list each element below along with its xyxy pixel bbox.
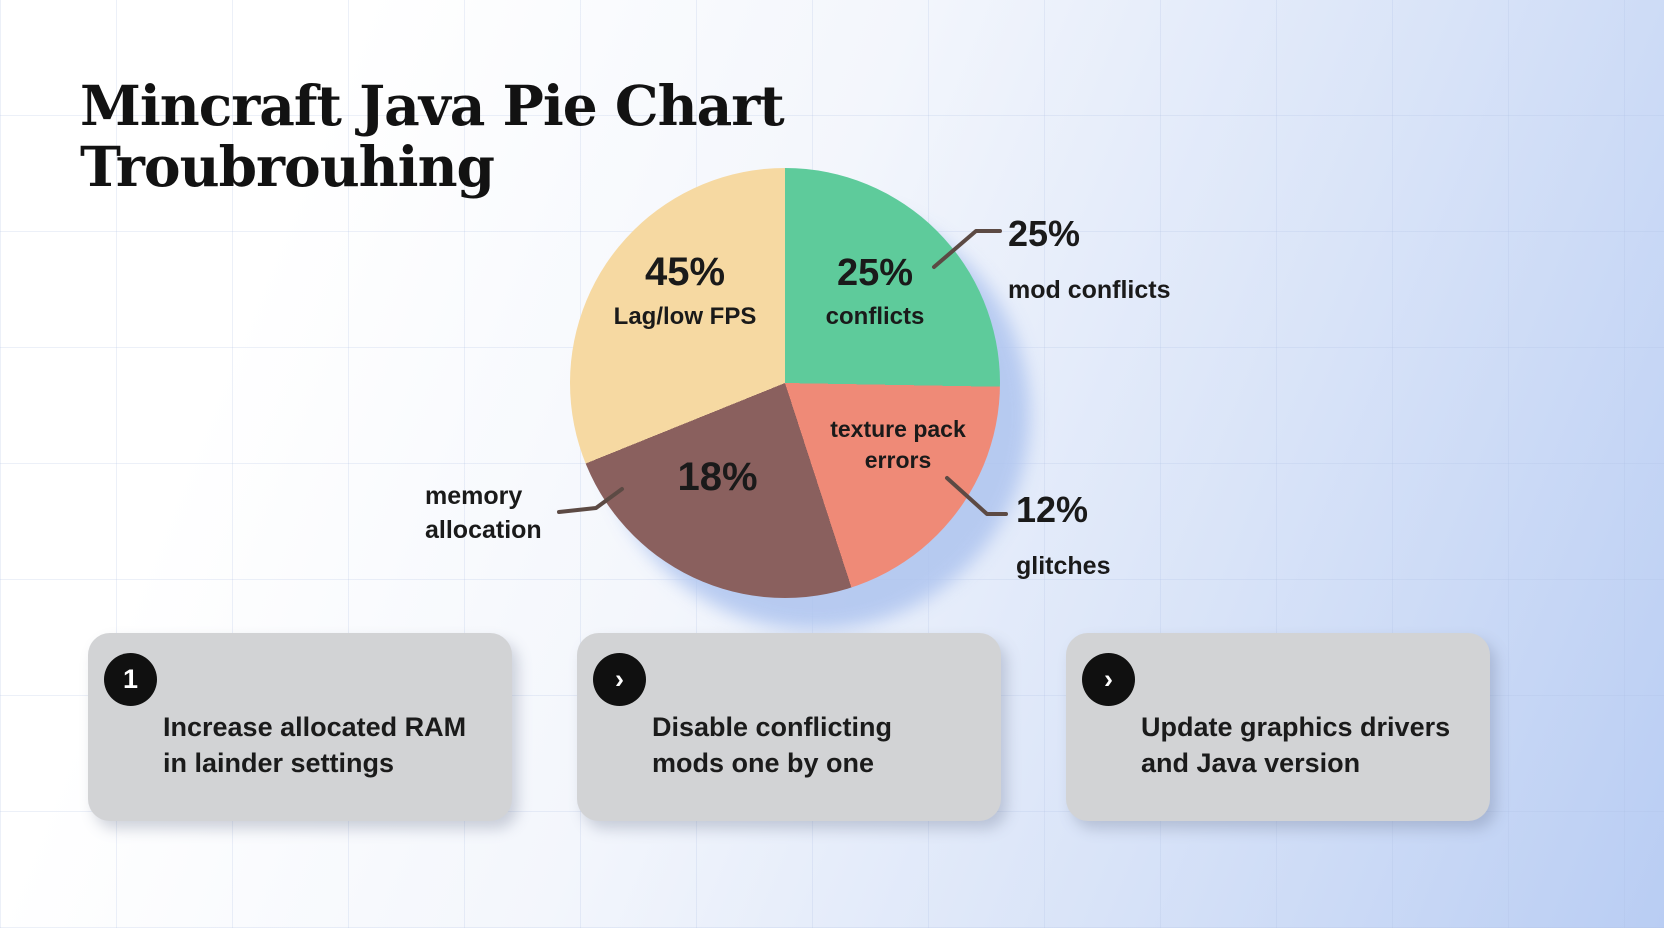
pie-chart	[570, 168, 1000, 598]
callout-mod-conflicts-label: mod conflicts	[1008, 276, 1171, 304]
card-update-drivers-text: Update graphics drivers and Java version	[1141, 712, 1451, 779]
pie-segment-pct-conflicts: 25%	[836, 252, 914, 294]
troubleshooting-cards: 1 Increase allocated RAM in lainder sett…	[88, 633, 1490, 821]
card-increase-ram: 1 Increase allocated RAM in lainder sett…	[88, 633, 512, 821]
chevron-right-icon: ›	[1082, 653, 1135, 706]
card-increase-ram-text: Increase allocated RAM in lainder settin…	[163, 712, 467, 779]
pie-segment-pct-memory: 18%	[677, 455, 758, 499]
chevron-right-icon: ›	[593, 653, 646, 706]
card-update-drivers: › Update graphics drivers and Java versi…	[1066, 633, 1490, 821]
callout-glitches: 12% glitches	[1016, 474, 1110, 599]
pie-segment-label-texture-pack-errors: texture pack errors	[830, 416, 966, 474]
page-title: Mincraft Java Pie Chart Troubrouhing	[80, 72, 785, 200]
callout-glitches-pct: 12%	[1016, 489, 1089, 530]
pie-segment-pct-lag: 45%	[644, 250, 726, 294]
callout-glitches-label: glitches	[1016, 552, 1111, 580]
card-disable-mods-text: Disable conflicting mods one by one	[652, 712, 893, 779]
pie-segment-label-conflicts: conflicts	[825, 303, 925, 330]
callout-mod-conflicts: 25% mod conflicts	[1008, 198, 1171, 323]
callout-mod-conflicts-pct: 25%	[1008, 213, 1081, 254]
pie-segment-label-lag: Lag/low FPS	[613, 303, 757, 330]
card-disable-mods: › Disable conflicting mods one by one	[577, 633, 1001, 821]
callout-memory-allocation: memory allocation	[425, 482, 542, 544]
step-one-icon: 1	[104, 653, 157, 706]
